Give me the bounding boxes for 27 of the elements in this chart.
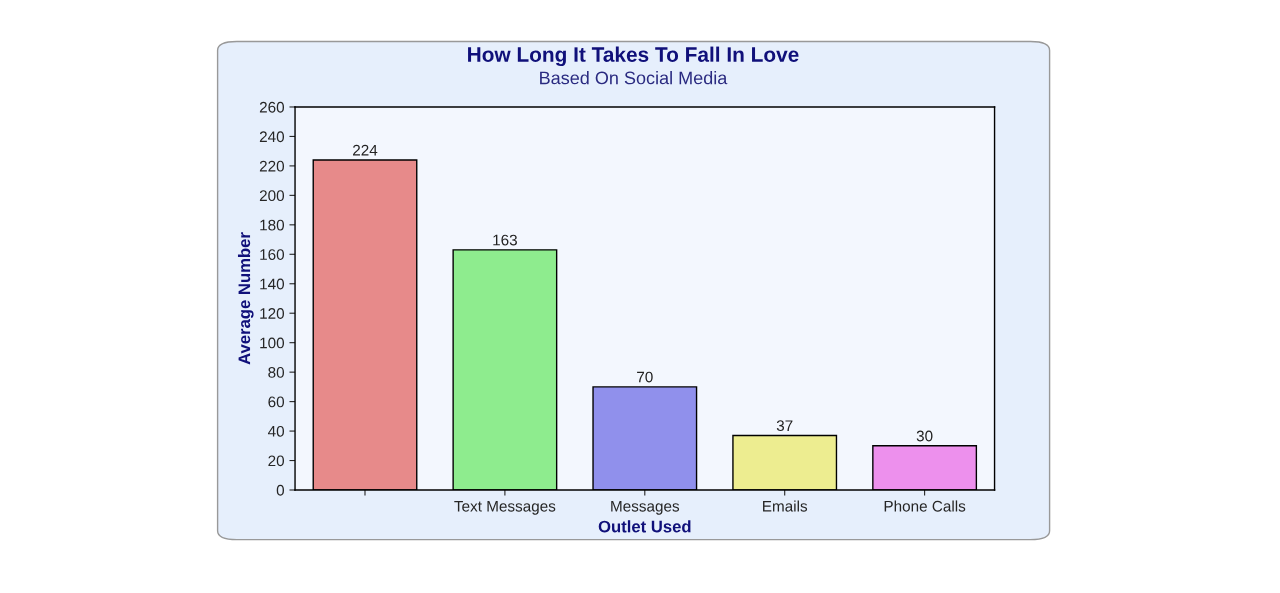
x-tick-label: Phone Calls	[884, 500, 966, 512]
x-tick-label: Emails	[763, 500, 808, 512]
y-tick-label: 120	[260, 308, 285, 319]
data-label: 70	[637, 371, 653, 383]
y-axis-title: Average Number	[237, 232, 254, 365]
y-tick-label: 80	[268, 367, 285, 378]
y-tick-label: 0	[276, 484, 285, 496]
y-tick-label: 40	[267, 425, 285, 437]
x-tick-label: Messages	[611, 500, 680, 515]
y-tick-label: 180	[260, 219, 285, 231]
y-tick-label: 260	[259, 101, 285, 113]
x-axis-title: Outlet Used	[598, 520, 691, 533]
data-label: 163	[493, 234, 517, 246]
data-label: 30	[916, 430, 933, 442]
y-tick-label: 20	[268, 455, 285, 467]
chart-subtitle: Based On Social Media	[540, 71, 728, 85]
y-tick-label: 100	[260, 337, 285, 349]
y-tick-label: 200	[259, 190, 285, 202]
data-label: 224	[353, 144, 378, 156]
y-tick-label: 140	[260, 278, 285, 290]
data-label: 37	[776, 420, 793, 432]
chart-title: How Long It Takes To Fall In Love	[468, 46, 799, 67]
y-tick-label: 160	[260, 249, 285, 260]
y-tick-label: 240	[259, 131, 285, 143]
x-tick-label: Text Messages	[454, 500, 556, 515]
y-tick-label: 60	[268, 396, 285, 408]
y-tick-label: 220	[259, 160, 285, 172]
